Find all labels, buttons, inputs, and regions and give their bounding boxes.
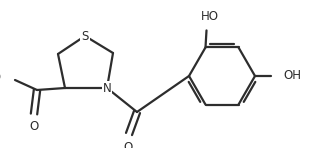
Text: HO: HO bbox=[0, 71, 2, 85]
Text: HO: HO bbox=[201, 10, 219, 23]
Text: O: O bbox=[124, 141, 132, 148]
Text: N: N bbox=[103, 82, 111, 95]
Text: S: S bbox=[81, 29, 89, 42]
Text: OH: OH bbox=[283, 70, 301, 82]
Text: O: O bbox=[29, 120, 39, 133]
